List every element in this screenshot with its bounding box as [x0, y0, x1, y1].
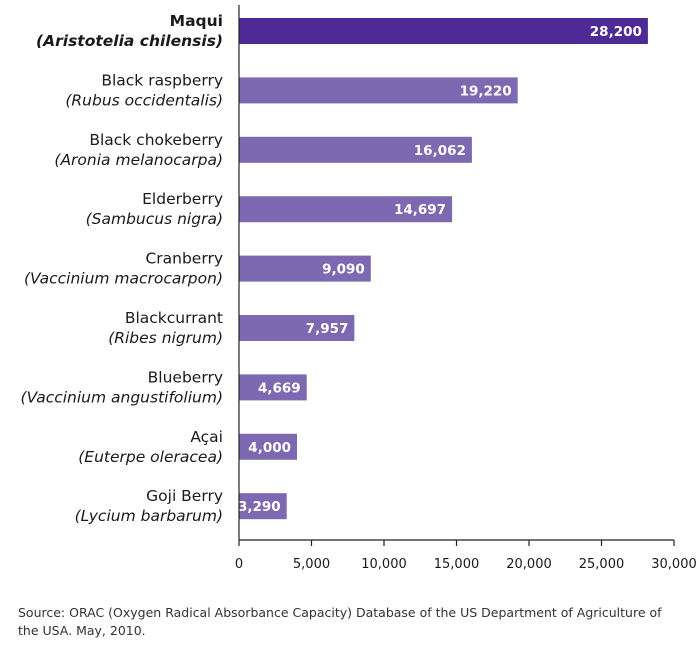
bar — [239, 255, 371, 282]
bar — [239, 433, 297, 460]
category-scientific-label: (Rubus occidentalis) — [65, 91, 223, 109]
category-label: Açai — [190, 428, 223, 446]
bar-value-label: 16,062 — [414, 143, 466, 159]
source-note: Source: ORAC (Oxygen Radical Absorbance … — [18, 605, 662, 638]
bar-value-label: 4,000 — [248, 440, 291, 456]
x-tick-label: 30,000 — [651, 557, 697, 572]
bar-value-label: 3,290 — [238, 499, 281, 515]
bar — [239, 493, 287, 520]
bar-value-label: 7,957 — [306, 321, 349, 337]
category-scientific-label: (Ribes nigrum) — [108, 329, 223, 347]
bar-chart: Maqui (Aristotelia chilensis) Black raspbe… — [21, 5, 697, 572]
bar-value-label: 28,200 — [590, 24, 642, 40]
x-tick-label: 5,000 — [293, 557, 330, 572]
x-tick-label: 0 — [235, 557, 243, 572]
bar-value-label: 14,697 — [394, 202, 446, 218]
category-label: Black chokeberry — [89, 131, 223, 149]
category-label: Goji Berry — [146, 487, 223, 505]
bar — [239, 136, 472, 163]
x-axis: 0 5,000 10,000 15,000 20,000 25,000 30,000 — [235, 5, 697, 572]
category-label: Blueberry — [148, 368, 223, 386]
category-label: Maqui — [170, 12, 223, 30]
bar-value-label: 9,090 — [322, 262, 365, 278]
x-tick-label: 10,000 — [361, 557, 407, 572]
category-scientific-label: (Vaccinium angustifolium) — [21, 388, 223, 406]
bar-value-label: 4,669 — [258, 380, 301, 396]
x-tick-label: 25,000 — [579, 557, 625, 572]
category-scientific-label: (Lycium barbarum) — [75, 507, 223, 525]
category-labels: Maqui (Aristotelia chilensis) Black raspbe… — [21, 12, 223, 525]
category-scientific-label: (Sambucus nigra) — [86, 210, 223, 228]
bar — [239, 77, 518, 104]
bar — [239, 18, 648, 44]
category-label: Blackcurrant — [125, 309, 223, 327]
category-label: Elderberry — [142, 190, 223, 208]
category-scientific-label: (Aronia melanocarpa) — [54, 151, 223, 169]
bar-value-label: 19,220 — [460, 83, 512, 99]
category-scientific-label: (Aristotelia chilensis) — [36, 32, 223, 50]
category-label: Black raspberry — [101, 71, 223, 89]
category-scientific-label: (Euterpe oleracea) — [78, 448, 223, 466]
bars: 28,200 19,220 16,062 14,697 9,090 7,957 4,669 4… — [238, 18, 648, 520]
x-tick-label: 15,000 — [434, 557, 480, 572]
x-tick-label: 20,000 — [506, 557, 552, 572]
category-scientific-label: (Vaccinium macrocarpon) — [24, 270, 223, 288]
bar — [239, 196, 453, 223]
category-label: Cranberry — [145, 250, 223, 268]
bar — [239, 374, 307, 401]
bar — [239, 315, 355, 341]
